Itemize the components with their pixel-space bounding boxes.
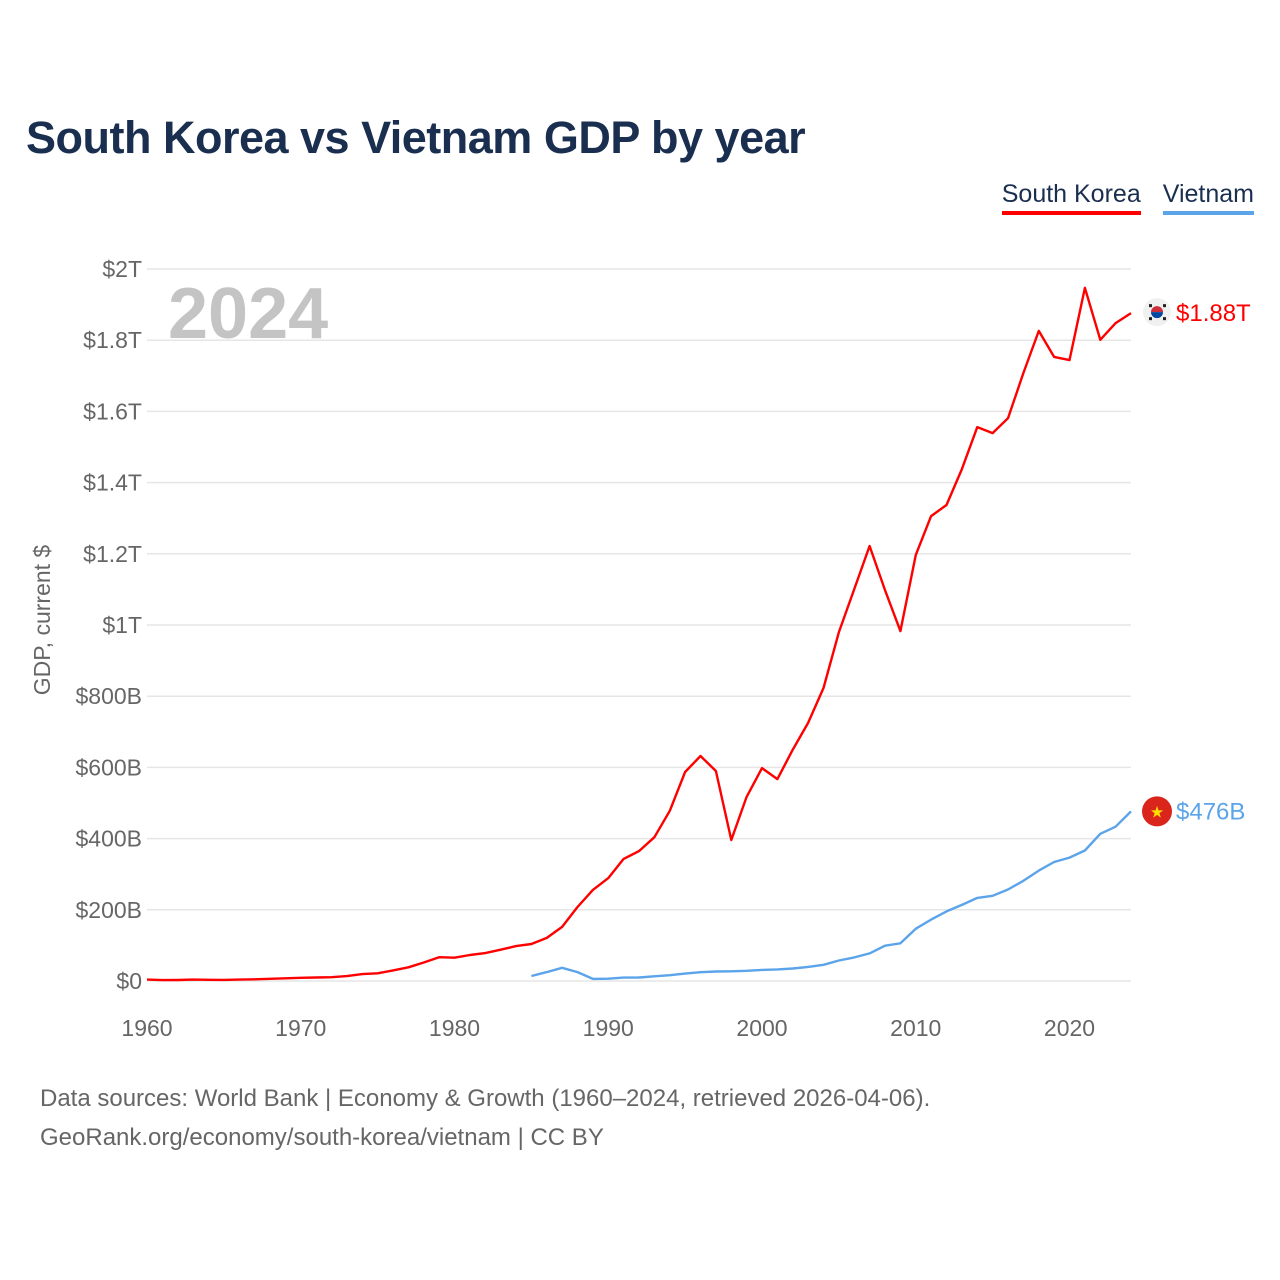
x-tick-label: 2010	[890, 1015, 941, 1041]
y-tick-label: $1.4T	[83, 470, 142, 496]
y-tick-label: $200B	[75, 897, 142, 923]
y-tick-label: $2T	[102, 256, 142, 282]
y-tick-label: $400B	[75, 826, 142, 852]
south-korea-flag-icon	[1143, 298, 1171, 327]
end-value-label: $1.88T	[1176, 300, 1251, 327]
legend: South Korea Vietnam	[1001, 180, 1254, 215]
y-tick-label: $1.2T	[83, 541, 142, 567]
x-tick-label: 1990	[583, 1015, 634, 1041]
y-tick-label: $1T	[102, 612, 142, 638]
x-tick-label: 1970	[275, 1015, 326, 1041]
end-value-label: $476B	[1176, 798, 1245, 825]
x-tick-label: 1980	[429, 1015, 480, 1041]
chart-title: South Korea vs Vietnam GDP by year	[26, 112, 806, 163]
svg-text:★: ★	[1150, 804, 1164, 821]
x-tick-label: 2000	[736, 1015, 787, 1041]
x-tick-label: 1960	[121, 1015, 172, 1041]
year-watermark: 2024	[168, 274, 328, 354]
x-tick-label: 2020	[1044, 1015, 1095, 1041]
series-line-south-korea	[146, 286, 1132, 982]
series-line-vietnam	[531, 810, 1132, 981]
y-axis-label: GDP, current $	[29, 545, 55, 696]
y-tick-label: $600B	[75, 754, 142, 780]
y-tick-label: $1.8T	[83, 327, 142, 353]
vietnam-flag-icon: ★	[1142, 796, 1172, 827]
footer-link[interactable]: GeoRank.org/economy/south-korea/vietnam …	[40, 1124, 604, 1151]
y-tick-label: $1.6T	[83, 398, 142, 424]
y-tick-label: $800B	[75, 683, 142, 709]
legend-item-south-korea[interactable]: South Korea	[1001, 180, 1141, 215]
footer-sources: Data sources: World Bank | Economy & Gro…	[40, 1085, 931, 1112]
legend-item-vietnam[interactable]: Vietnam	[1162, 180, 1254, 215]
y-tick-label: $0	[116, 968, 142, 994]
